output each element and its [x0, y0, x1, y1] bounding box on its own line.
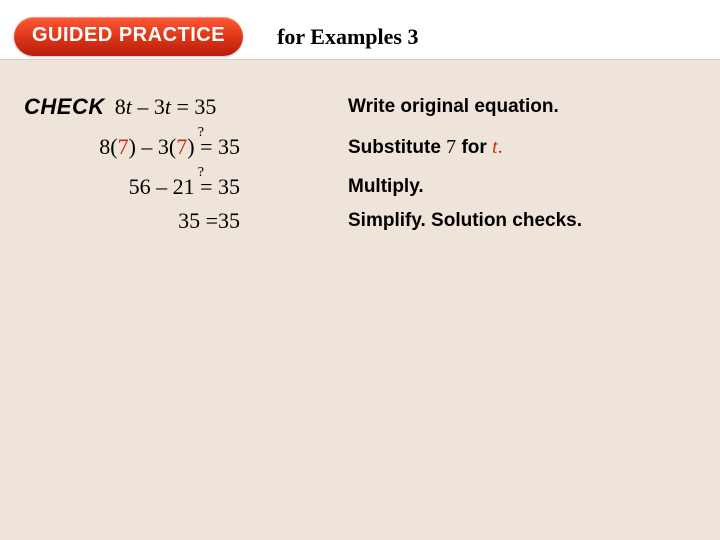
- equation-row-2: ? 8(7) – 3(7) = 35 Substitute 7 for t.: [0, 128, 720, 160]
- eq2-a: 8(: [99, 134, 117, 159]
- desc-2: Substitute 7 for t.: [258, 128, 720, 159]
- equation-left-3: ? 56 – 21 = 35: [0, 168, 258, 200]
- eq1-c: – 3: [132, 94, 165, 119]
- desc-4: Simplify. Solution checks.: [258, 208, 720, 232]
- eq1-a: 8: [115, 94, 126, 119]
- header-title: for Examples 3: [277, 24, 418, 50]
- desc-3: Multiply.: [258, 168, 720, 198]
- equation-left-1: CHECK 8t – 3t = 35: [0, 94, 258, 120]
- desc2-c: for: [456, 137, 492, 158]
- eq2-e: ) = 35: [187, 134, 240, 159]
- desc2-a: Substitute: [348, 137, 446, 158]
- eq2-c: ) – 3(: [129, 134, 177, 159]
- equation-row-4: 35 =35 Simplify. Solution checks.: [0, 208, 720, 234]
- eq1-e: = 35: [171, 94, 216, 119]
- eq2-seven-1: 7: [118, 134, 129, 159]
- header-row: GUIDED PRACTICE for Examples 3: [0, 14, 720, 60]
- desc-1: Write original equation.: [258, 94, 720, 118]
- equation-row-3: ? 56 – 21 = 35 Multiply.: [0, 168, 720, 200]
- desc2-dot: .: [498, 136, 503, 158]
- content-area: CHECK 8t – 3t = 35 Write original equati…: [0, 60, 720, 234]
- equation-row-1: CHECK 8t – 3t = 35 Write original equati…: [0, 94, 720, 120]
- equation-left-4: 35 =35: [0, 208, 258, 234]
- desc2-seven: 7: [446, 136, 456, 158]
- guided-practice-badge: GUIDED PRACTICE: [14, 17, 243, 56]
- question-mark-2: ?: [198, 166, 204, 180]
- eq2-seven-2: 7: [176, 134, 187, 159]
- top-white-strip: [0, 0, 720, 14]
- equation-4: 35 =35: [178, 208, 240, 233]
- equation-3: 56 – 21 = 35: [129, 174, 240, 199]
- equation-1: 8t – 3t = 35: [115, 94, 217, 120]
- equation-2: 8(7) – 3(7) = 35: [99, 134, 240, 159]
- question-mark-1: ?: [198, 126, 204, 140]
- equation-left-2: ? 8(7) – 3(7) = 35: [0, 128, 258, 160]
- check-label: CHECK: [24, 94, 105, 120]
